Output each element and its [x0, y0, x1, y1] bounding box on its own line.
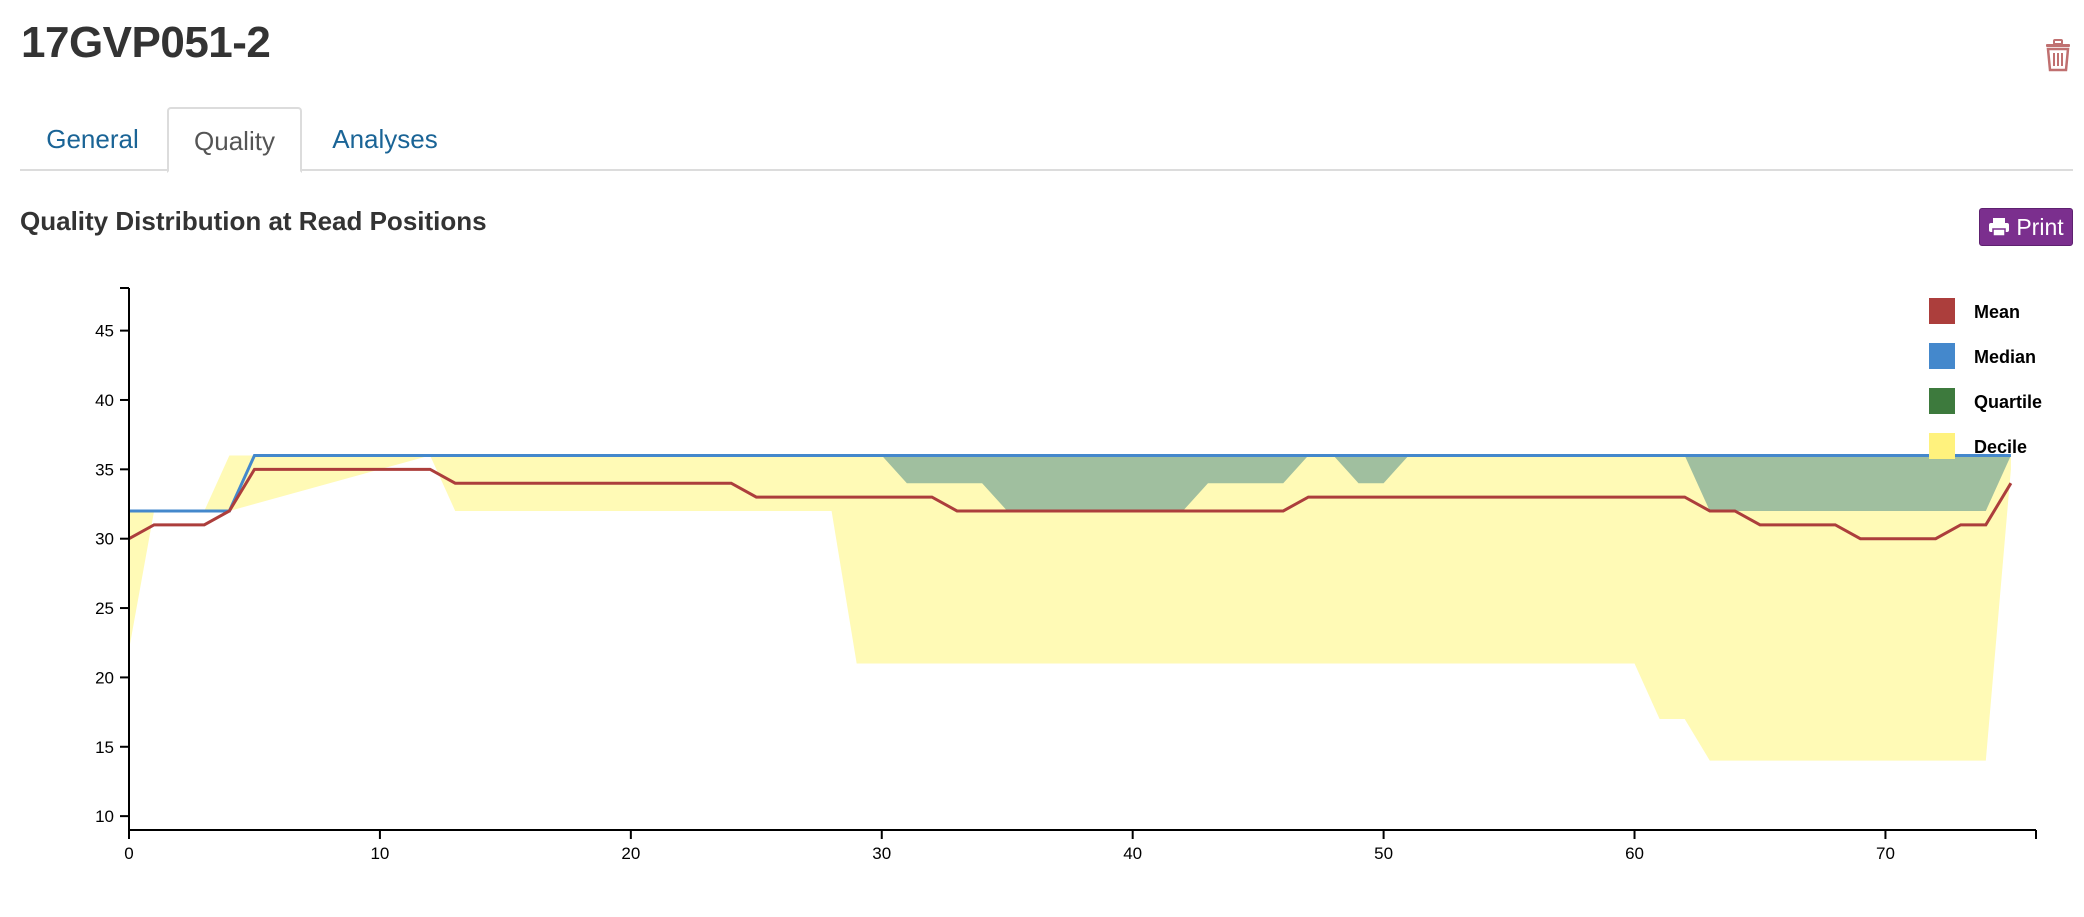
x-tick-label: 0	[124, 844, 133, 863]
tab-quality[interactable]: Quality	[167, 107, 302, 173]
x-tick-label: 10	[370, 844, 389, 863]
chart-legend: Mean Median Quartile Decile	[1929, 298, 2042, 459]
section-title: Quality Distribution at Read Positions	[20, 206, 487, 236]
y-tick-label: 30	[95, 530, 114, 549]
legend-label-quartile: Quartile	[1974, 392, 2042, 412]
print-label: Print	[2016, 214, 2064, 240]
y-tick-label: 15	[95, 738, 114, 757]
quartile-band-2	[1684, 455, 2011, 511]
printer-icon	[1989, 218, 2010, 237]
print-button[interactable]: Print	[1979, 208, 2073, 246]
legend-label-median: Median	[1974, 347, 2036, 367]
legend-label-decile: Decile	[1974, 437, 2027, 457]
decile-band	[129, 455, 2011, 761]
y-tick-label: 45	[95, 322, 114, 341]
median-line	[129, 453, 2011, 513]
x-tick-label: 40	[1123, 844, 1142, 863]
y-tick-label: 25	[95, 599, 114, 618]
quartile-band-1	[1333, 455, 1409, 484]
tab-general[interactable]: General	[46, 124, 139, 154]
x-tick-label: 30	[872, 844, 891, 863]
legend-swatch-median	[1929, 343, 1955, 369]
mean-line	[128, 467, 2013, 541]
y-tick-label: 10	[95, 807, 114, 826]
legend-swatch-mean	[1929, 298, 1955, 324]
chart-areas	[129, 455, 2011, 761]
x-tick-label: 50	[1374, 844, 1393, 863]
x-tick-label: 60	[1625, 844, 1644, 863]
tab-bar: General Quality Analyses	[20, 107, 2073, 173]
y-tick-label: 20	[95, 668, 114, 687]
chart-axes: 0 10 20 30 40 50 60 70 10 15 20 25 30 35 40 45	[95, 287, 2037, 863]
legend-swatch-quartile	[1929, 388, 1955, 414]
page-title: 17GVP051-2	[21, 18, 271, 67]
quality-chart: 0 10 20 30 40 50 60 70 10 15 20 25 30 35 40 45 Mean Medi…	[95, 287, 2042, 863]
tab-analyses[interactable]: Analyses	[332, 124, 438, 154]
x-tick-label: 20	[621, 844, 640, 863]
x-tick-label: 70	[1876, 844, 1895, 863]
y-tick-label: 35	[95, 460, 114, 479]
trash-icon[interactable]	[2043, 38, 2073, 72]
chart-lines	[128, 453, 2013, 541]
legend-label-mean: Mean	[1974, 302, 2020, 322]
legend-swatch-decile	[1929, 433, 1955, 459]
quartile-band-0	[881, 455, 1309, 511]
y-tick-label: 40	[95, 391, 114, 410]
